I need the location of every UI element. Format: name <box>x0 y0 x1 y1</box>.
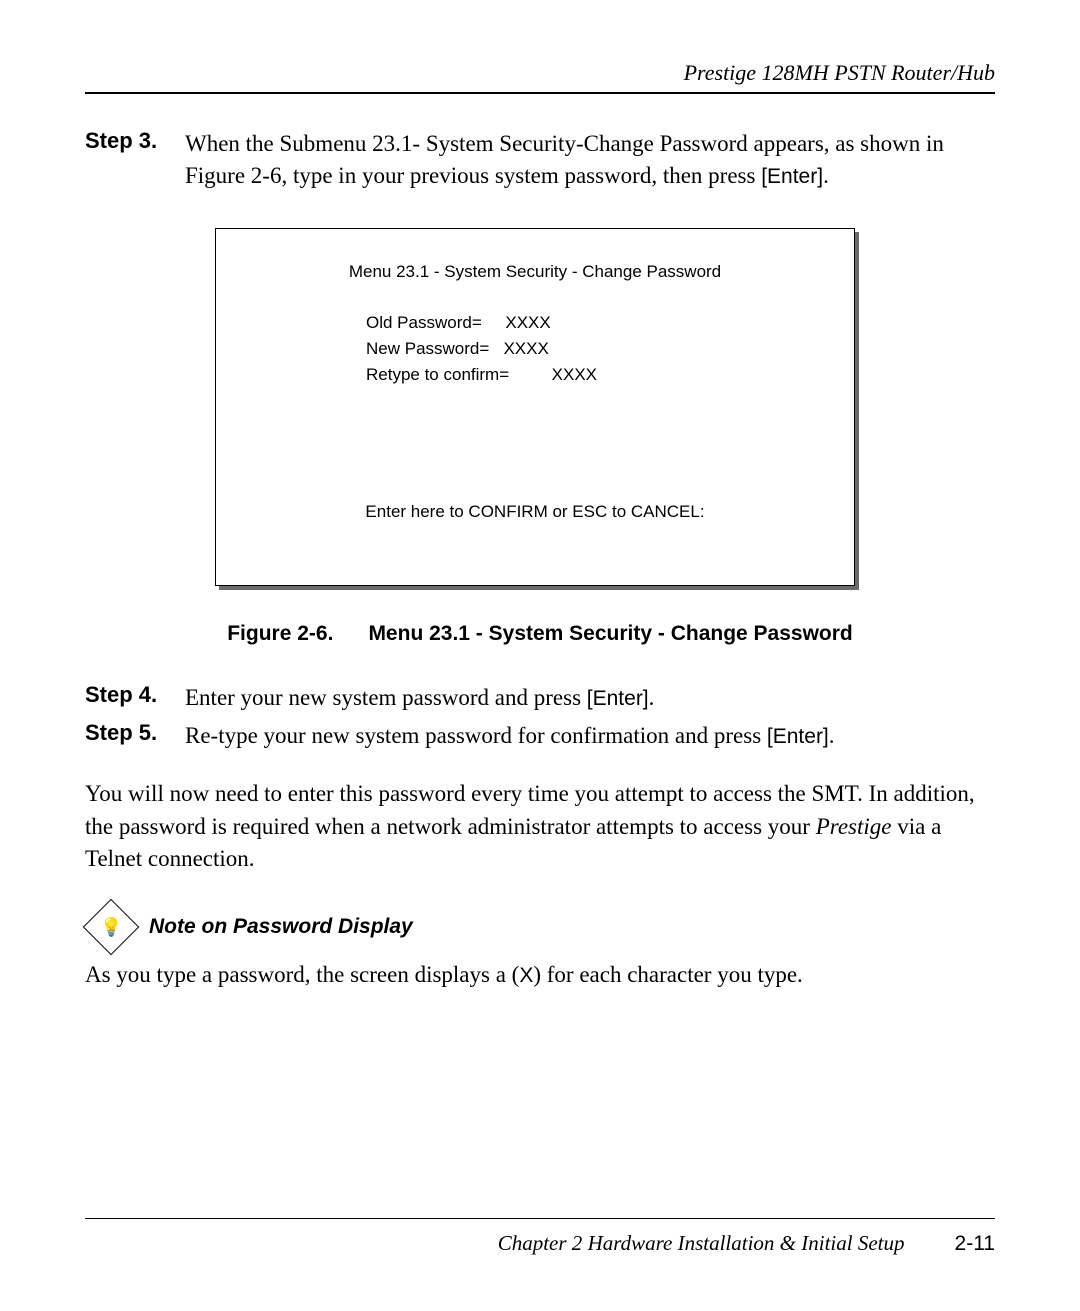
screen-title: Menu 23.1 - System Security - Change Pas… <box>236 259 834 285</box>
footer-chapter: Chapter 2 Hardware Installation & Initia… <box>498 1231 905 1256</box>
enter-key-5: [Enter] <box>767 725 829 748</box>
step-4: Step 4. Enter your new system password a… <box>85 682 995 714</box>
note-body-a: As you type a password, the screen displ… <box>85 962 519 987</box>
step-4-text-a: Enter your new system password and press <box>185 685 587 710</box>
terminal-screenshot: Menu 23.1 - System Security - Change Pas… <box>215 228 855 586</box>
step-5: Step 5. Re-type your new system password… <box>85 720 995 752</box>
screen-fields: Old Password= XXXX New Password= XXXX Re… <box>366 310 834 389</box>
screen-line-2: New Password= XXXX <box>366 336 834 362</box>
step-5-label: Step 5. <box>85 720 185 752</box>
step-3-body: When the Submenu 23.1- System Security-C… <box>185 128 995 192</box>
footer-chapnum: Chapter 2 <box>498 1231 583 1255</box>
figure-caption: Figure 2-6. Menu 23.1 - System Security … <box>85 622 995 646</box>
terminal-box: Menu 23.1 - System Security - Change Pas… <box>215 228 855 586</box>
bulb-icon: 💡 <box>83 899 140 956</box>
enter-key-3: [Enter] <box>761 165 823 188</box>
header-title: Prestige 128MH PSTN Router/Hub <box>684 60 995 85</box>
screen-confirm: Enter here to CONFIRM or ESC to CANCEL: <box>236 499 834 525</box>
manual-page: Prestige 128MH PSTN Router/Hub Step 3. W… <box>0 0 1080 1311</box>
figure-label: Figure 2-6. <box>227 622 333 645</box>
note-body-b: ) for each character you type. <box>533 962 802 987</box>
step-4-label: Step 4. <box>85 682 185 714</box>
step-5-text-a: Re-type your new system password for con… <box>185 723 767 748</box>
bulb-glyph: 💡 <box>100 918 122 936</box>
body-paragraph: You will now need to enter this password… <box>85 778 995 875</box>
step-3-label: Step 3. <box>85 128 185 192</box>
screen-line-3: Retype to confirm= XXXX <box>366 362 834 388</box>
note-title: Note on Password Display <box>149 915 413 939</box>
footer-pagenum: 2-11 <box>955 1232 995 1256</box>
para-prestige: Prestige <box>816 814 892 839</box>
step-3: Step 3. When the Submenu 23.1- System Se… <box>85 128 995 192</box>
step-3-text-b: . <box>823 163 829 188</box>
note-body: As you type a password, the screen displ… <box>85 959 995 991</box>
note-x: X <box>519 964 533 987</box>
step-5-body: Re-type your new system password for con… <box>185 720 995 752</box>
step-4-text-b: . <box>649 685 655 710</box>
screen-line-1: Old Password= XXXX <box>366 310 834 336</box>
note-header: 💡 Note on Password Display <box>85 901 995 953</box>
figure-text: Menu 23.1 - System Security - Change Pas… <box>368 622 852 645</box>
page-footer: Chapter 2 Hardware Installation & Initia… <box>85 1218 995 1256</box>
page-header: Prestige 128MH PSTN Router/Hub <box>85 60 995 94</box>
step-5-text-b: . <box>829 723 835 748</box>
footer-chaptitle: Hardware Installation & Initial Setup <box>582 1231 904 1255</box>
step-4-body: Enter your new system password and press… <box>185 682 995 714</box>
enter-key-4: [Enter] <box>587 687 649 710</box>
step-3-text-a: When the Submenu 23.1- System Security-C… <box>185 131 944 188</box>
